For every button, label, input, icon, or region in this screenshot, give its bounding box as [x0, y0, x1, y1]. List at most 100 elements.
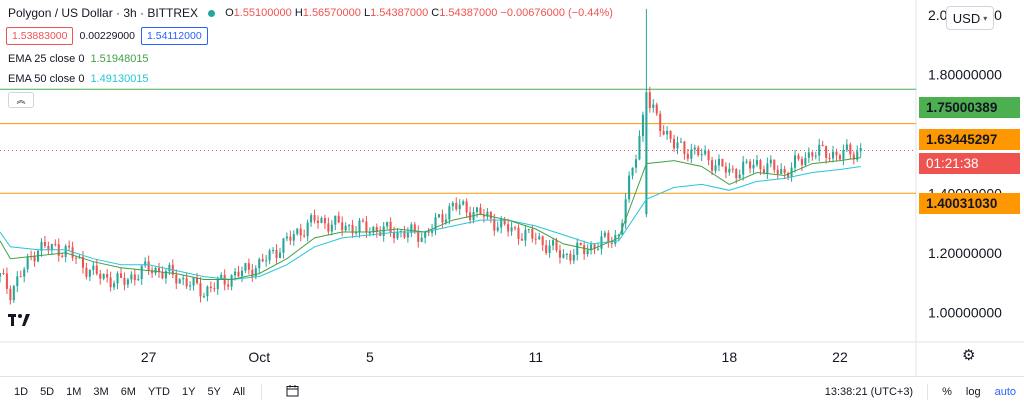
- currency-label: USD: [952, 10, 981, 26]
- change-value: −0.00676000 (−0.44%): [500, 7, 613, 19]
- candle-body: [762, 169, 765, 174]
- percent-toggle[interactable]: %: [942, 386, 952, 398]
- candle-body: [327, 223, 330, 232]
- market-status-icon: [208, 9, 216, 17]
- ema25-legend[interactable]: EMA 25 close 0 1.51948015: [8, 53, 149, 65]
- candle-body: [0, 273, 2, 277]
- candle-body: [500, 218, 503, 228]
- candle-body: [396, 231, 399, 239]
- tradingview-logo-icon[interactable]: [8, 312, 34, 332]
- ema50-legend[interactable]: EMA 50 close 0 1.49130015: [8, 73, 149, 85]
- candle-body: [569, 253, 572, 261]
- ohlc-legend: O1.55100000 H1.56570000 L1.54387000 C1.5…: [225, 7, 613, 19]
- candle-body: [731, 168, 734, 170]
- symbol-header: Polygon / US Dollar · 3h · BITTREX O1.55…: [8, 6, 613, 20]
- candle-body: [628, 175, 631, 200]
- candle-body: [234, 271, 237, 276]
- candle-body: [482, 214, 485, 217]
- auto-toggle[interactable]: auto: [994, 386, 1016, 398]
- range-5d[interactable]: 5D: [40, 385, 55, 398]
- x-tick-label: 5: [366, 349, 374, 365]
- candle-body: [341, 222, 344, 231]
- candle-body: [776, 169, 779, 174]
- candle-body: [137, 279, 140, 281]
- candle-body: [645, 92, 648, 215]
- candle-body: [213, 288, 216, 290]
- clock-timezone[interactable]: 13:38:21 (UTC+3): [824, 386, 914, 398]
- candle-body: [403, 231, 406, 238]
- candle-body: [697, 147, 700, 156]
- range-3m[interactable]: 3M: [93, 385, 109, 398]
- range-5y[interactable]: 5Y: [207, 385, 221, 398]
- collapse-legend-button[interactable]: ︽: [8, 92, 34, 108]
- candle-body: [607, 232, 610, 243]
- sell-button[interactable]: 1.53883000: [6, 27, 74, 45]
- calendar-icon[interactable]: [286, 384, 299, 400]
- candle-body: [5, 273, 8, 289]
- log-toggle[interactable]: log: [965, 386, 981, 398]
- candle-body: [209, 286, 212, 289]
- candle-body: [693, 147, 696, 150]
- candle-body: [330, 224, 333, 232]
- candle-body: [431, 229, 434, 233]
- range-1m[interactable]: 1M: [66, 385, 82, 398]
- candle-body: [64, 245, 67, 257]
- candle-body: [773, 159, 776, 170]
- candle-body: [189, 285, 192, 287]
- candle-body: [192, 277, 195, 286]
- candle-body: [752, 164, 755, 169]
- bar-countdown: 01:21:38: [919, 153, 1020, 174]
- range-1d[interactable]: 1D: [14, 385, 29, 398]
- range-ytd[interactable]: YTD: [147, 385, 170, 398]
- candle-body: [351, 224, 354, 234]
- candle-body: [313, 215, 316, 221]
- candle-body: [814, 155, 817, 157]
- x-tick-label: 22: [832, 349, 848, 365]
- candle-body: [541, 236, 544, 246]
- candle-body: [417, 231, 420, 242]
- candle-body: [175, 274, 178, 284]
- candle-body: [552, 240, 555, 246]
- close-label: C: [431, 7, 440, 19]
- candle-body: [354, 231, 358, 234]
- candle-body: [583, 245, 586, 254]
- gear-icon[interactable]: ⚙: [962, 347, 976, 364]
- candle-body: [140, 265, 143, 280]
- candle-body: [130, 274, 133, 280]
- time-range-list: 1D 5D 1M 3M 6M YTD 1Y 5Y All: [8, 386, 251, 398]
- candle-body: [244, 263, 247, 271]
- candle-body: [254, 268, 257, 278]
- candle-body: [306, 222, 309, 237]
- range-1y[interactable]: 1Y: [181, 385, 196, 398]
- price-tag-orange-bottom: 1.40031030: [919, 193, 1020, 214]
- range-all[interactable]: All: [232, 385, 246, 398]
- candle-body: [282, 238, 285, 253]
- y-tick-label: 1.20000000: [928, 245, 1002, 261]
- symbol-title[interactable]: Polygon / US Dollar · 3h · BITTREX: [8, 6, 199, 20]
- candle-body: [303, 235, 306, 237]
- candle-body: [393, 232, 396, 239]
- candle-body: [33, 256, 36, 262]
- candle-body: [755, 160, 759, 165]
- candle-body: [237, 271, 240, 277]
- candle-body: [40, 241, 43, 251]
- candle-body: [593, 244, 596, 250]
- candle-body: [68, 245, 71, 248]
- currency-selector[interactable]: USD ▾: [946, 6, 994, 30]
- candle-body: [316, 220, 320, 223]
- ema25-line[interactable]: [0, 157, 861, 280]
- open-label: O: [225, 7, 234, 19]
- candle-body: [648, 92, 651, 108]
- open-value: 1.55100000: [233, 7, 292, 19]
- candle-body: [832, 151, 835, 159]
- candle-body: [261, 259, 264, 262]
- price-tag-orange-top: 1.63445297: [919, 129, 1020, 150]
- candle-body: [738, 174, 741, 179]
- candle-body: [662, 131, 665, 135]
- range-6m[interactable]: 6M: [120, 385, 136, 398]
- buy-button[interactable]: 1.54112000: [140, 27, 208, 45]
- candle-body: [724, 166, 727, 173]
- candle-body: [427, 231, 430, 233]
